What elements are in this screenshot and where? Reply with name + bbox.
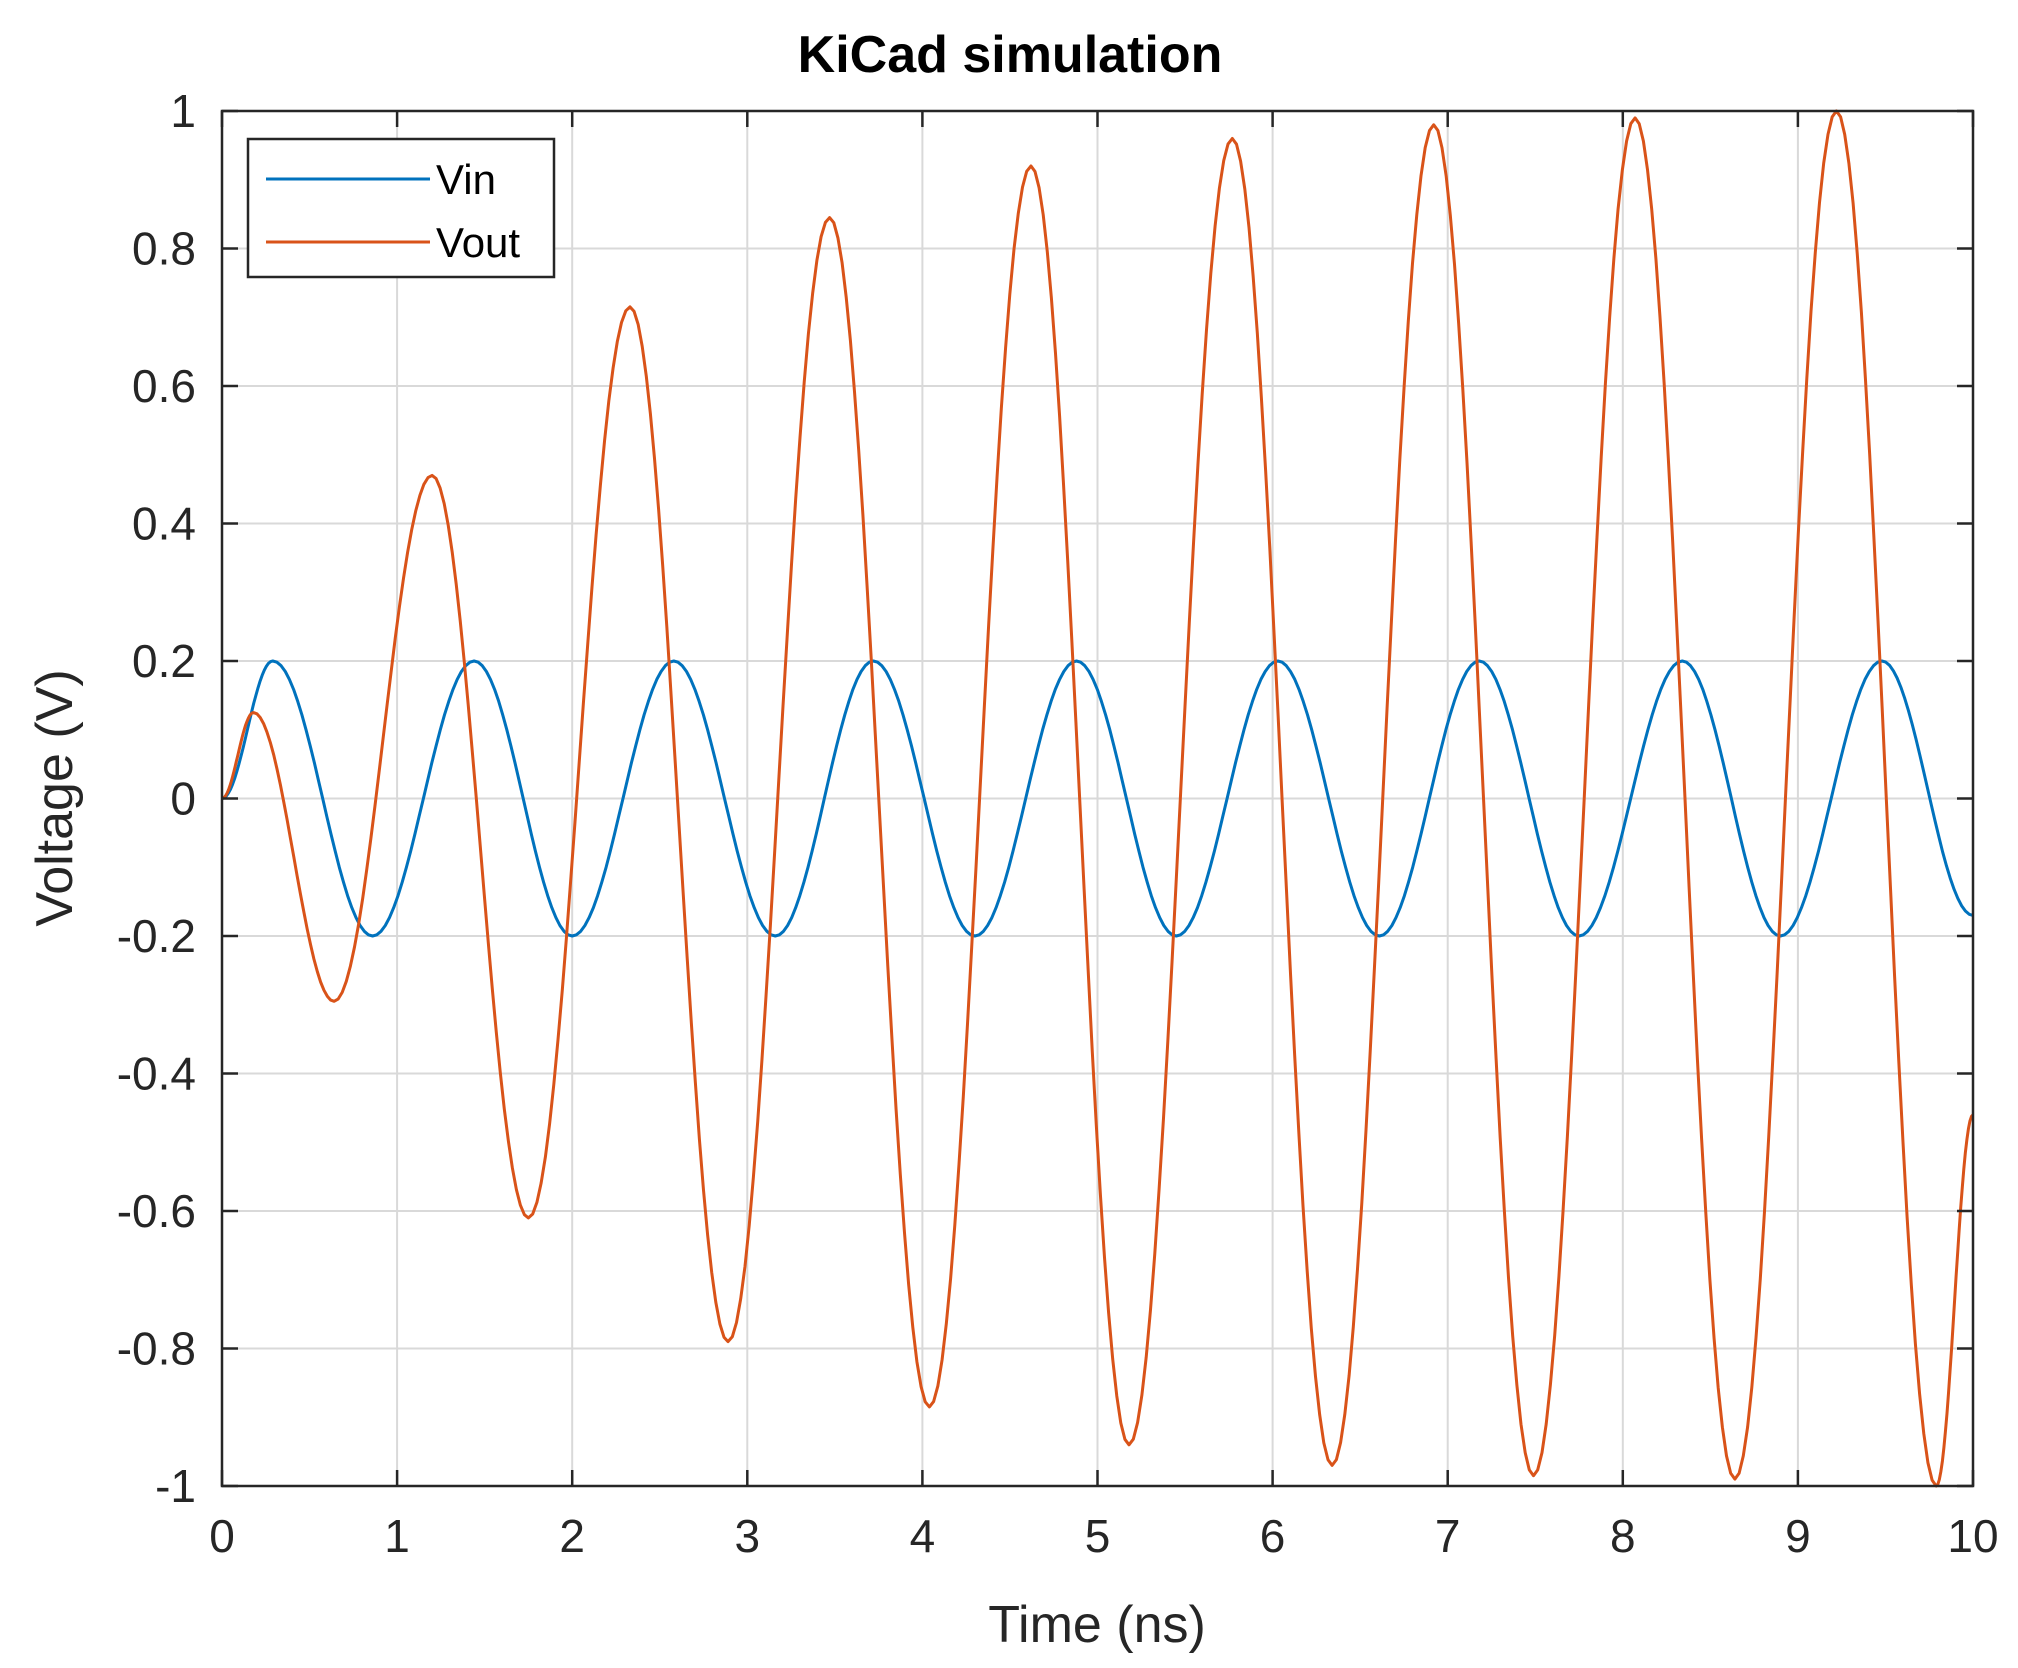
y-tick-label: 0.4	[132, 498, 196, 550]
y-tick-label: -0.6	[117, 1185, 196, 1237]
x-tick-label: 2	[559, 1510, 585, 1562]
plot-area	[221, 109, 1975, 1488]
x-tick-label: 8	[1610, 1510, 1636, 1562]
series-line-vin	[221, 659, 1974, 938]
series-line-vout	[221, 109, 1975, 1488]
y-tick-label: -0.8	[117, 1323, 196, 1375]
legend-label-vin: Vin	[436, 156, 496, 203]
y-tick-label: 0.6	[132, 360, 196, 412]
legend-label-vout: Vout	[436, 219, 520, 266]
x-tick-label: 1	[384, 1510, 410, 1562]
x-tick-label: 4	[910, 1510, 936, 1562]
chart-title: KiCad simulation	[798, 26, 1223, 84]
x-tick-label: 3	[735, 1510, 761, 1562]
y-tick-label: -1	[155, 1460, 196, 1512]
y-tick-label: -0.4	[117, 1048, 196, 1100]
legend: Vin Vout	[246, 137, 556, 279]
y-tick-label: 0	[170, 773, 196, 825]
axis-ticks: 0 1 2 3 4 5 6 7 8 9 10 -1 -0.8 -0.6 -0.4 -0.2 0 0.2 0.4 0.6…	[117, 85, 1999, 1562]
x-tick-label: 5	[1085, 1510, 1111, 1562]
y-tick-label: 0.2	[132, 635, 196, 687]
x-axis-label: Time (ns)	[988, 1596, 1206, 1654]
grid-lines	[222, 111, 1973, 1486]
x-tick-label: 0	[209, 1510, 235, 1562]
x-tick-label: 6	[1260, 1510, 1286, 1562]
x-tick-label: 7	[1435, 1510, 1461, 1562]
legend-box	[246, 137, 556, 279]
y-tick-label: 1	[170, 85, 196, 137]
x-tick-label: 10	[1947, 1510, 1998, 1562]
y-tick-label: 0.8	[132, 223, 196, 275]
y-tick-label: -0.2	[117, 910, 196, 962]
y-axis-label: Voltage (V)	[26, 669, 84, 926]
x-tick-label: 9	[1785, 1510, 1811, 1562]
